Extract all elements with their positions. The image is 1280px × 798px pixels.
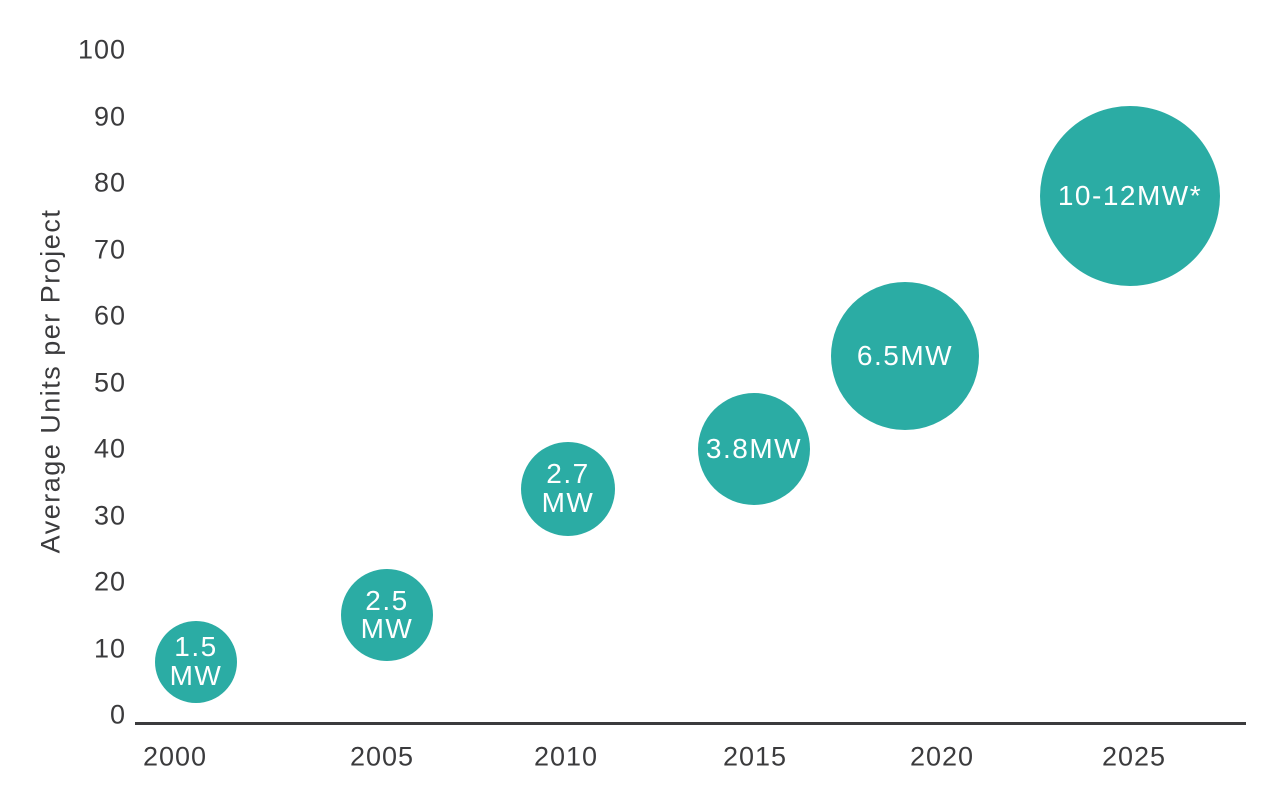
y-tick-label: 50 bbox=[93, 367, 126, 397]
y-tick-label: 0 bbox=[109, 699, 126, 730]
x-tick-label: 2015 bbox=[722, 741, 788, 772]
y-tick-label: 20 bbox=[93, 566, 126, 597]
bubble-label: 6.5MW bbox=[856, 339, 954, 371]
y-tick-label: 70 bbox=[93, 234, 126, 264]
bubble-label: 3.8MW bbox=[705, 432, 803, 464]
bubble-label: MW bbox=[360, 613, 414, 645]
bubble-2.7-mw: 2.7 MW bbox=[521, 441, 615, 536]
bubble-10-12mw*: 10-12MW* bbox=[1040, 106, 1220, 287]
x-tick-label: 2025 bbox=[1101, 741, 1167, 772]
y-tick-label: 90 bbox=[93, 101, 126, 131]
bubble-label: 10-12MW* bbox=[1057, 180, 1203, 212]
bubble-2.5-mw: 2.5 MW bbox=[341, 569, 433, 662]
bubble-label: MW bbox=[541, 486, 595, 518]
y-tick-label: 60 bbox=[93, 300, 126, 331]
bubble-label: 2.7 bbox=[546, 458, 590, 490]
y-tick-label: 80 bbox=[93, 167, 126, 198]
x-tick-label: 2020 bbox=[909, 741, 975, 772]
x-axis-line bbox=[135, 722, 1246, 725]
bubble-3.8mw: 3.8MW bbox=[698, 393, 810, 505]
y-tick-label: 30 bbox=[93, 500, 126, 530]
y-tick-label: 10 bbox=[93, 633, 126, 663]
bubble-label: MW bbox=[169, 659, 223, 691]
bubble-label: 1.5 bbox=[174, 631, 218, 663]
bubble-label: 2.5 bbox=[365, 584, 409, 616]
y-tick-label: 100 bbox=[77, 34, 126, 65]
y-tick-label: 40 bbox=[93, 433, 126, 464]
bubble-6.5mw: 6.5MW bbox=[831, 281, 979, 430]
x-tick-label: 2000 bbox=[142, 741, 208, 772]
x-tick-label: 2005 bbox=[349, 741, 415, 772]
bubble-1.5-mw: 1.5 MW bbox=[155, 620, 237, 703]
x-tick-label: 2010 bbox=[533, 741, 599, 772]
